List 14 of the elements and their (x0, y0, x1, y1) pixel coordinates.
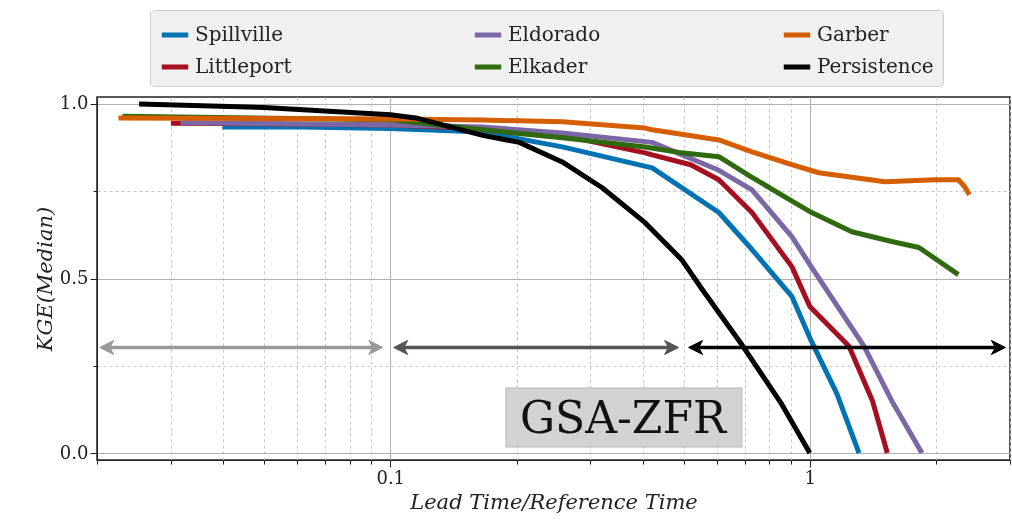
x-tick-label: 0.1 (376, 466, 406, 488)
legend-label: Spillville (195, 22, 284, 46)
y-axis-title: KGE(Median) (32, 206, 57, 353)
legend-label: Garber (817, 22, 890, 46)
legend-label: Persistence (817, 54, 934, 78)
legend-label: Littleport (195, 54, 292, 78)
x-axis-title: Lead Time/Reference Time (409, 489, 698, 514)
annotation: GSA-ZFR (519, 392, 728, 443)
legend-label: Elkader (508, 54, 588, 78)
x-tick-label: 1 (804, 466, 817, 488)
legend-label: Eldorado (508, 22, 601, 46)
y-tick-label: 0.5 (59, 267, 89, 288)
y-tick-label: 0.0 (59, 441, 89, 463)
y-tick-label: 1.0 (59, 92, 89, 114)
